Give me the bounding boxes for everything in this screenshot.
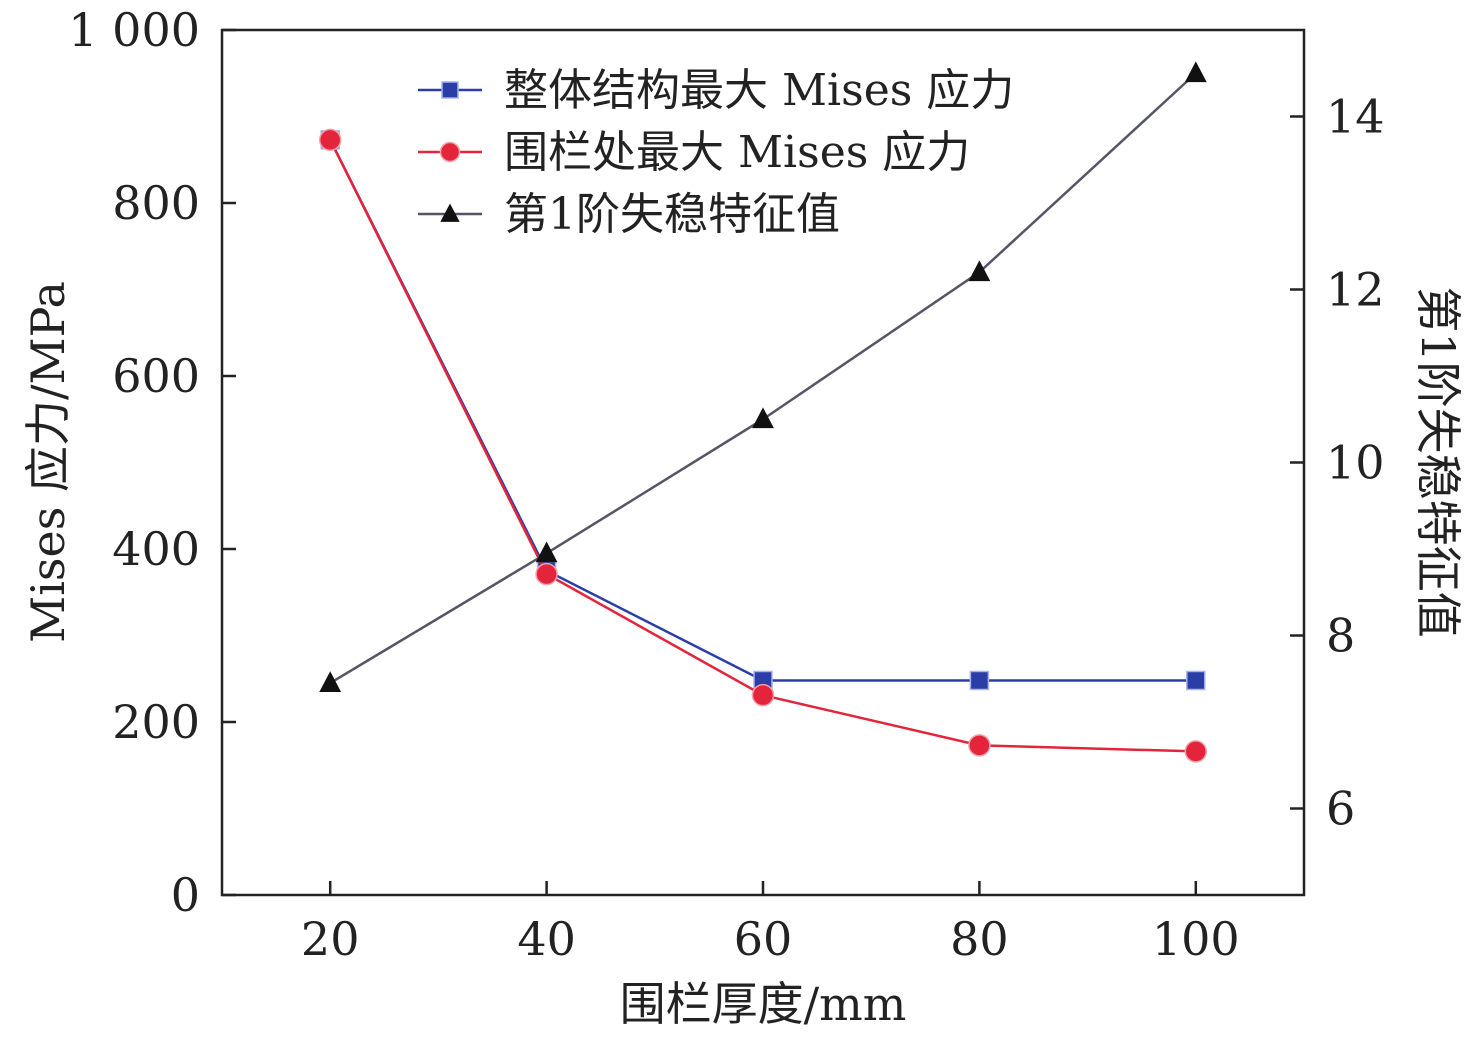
right-tick-label: 12 xyxy=(1326,263,1385,317)
left-tick-label: 200 xyxy=(112,695,200,749)
legend-swatch-marker xyxy=(441,81,459,99)
right-tick-label: 14 xyxy=(1326,90,1385,144)
x-tick-label: 80 xyxy=(950,912,1009,966)
legend-label: 围栏处最大 Mises 应力 xyxy=(504,127,970,178)
x-axis-title: 围栏厚度/mm xyxy=(620,977,907,1031)
legend-item-3: 第1阶失稳特征值 xyxy=(418,189,840,240)
legend-label: 整体结构最大 Mises 应力 xyxy=(504,65,1014,116)
x-tick-label: 40 xyxy=(517,912,576,966)
series-2-point xyxy=(1184,740,1208,763)
x-tick-label: 100 xyxy=(1152,912,1240,966)
legend-item-2: 围栏处最大 Mises 应力 xyxy=(418,127,970,178)
left-tick-label: 600 xyxy=(112,349,200,403)
x-tick-label: 20 xyxy=(301,912,360,966)
right-tick-label: 6 xyxy=(1326,782,1355,836)
series-2-point xyxy=(535,562,558,586)
left-tick-label: 400 xyxy=(112,522,200,576)
series-3-point xyxy=(319,671,342,692)
legend-item-1: 整体结构最大 Mises 应力 xyxy=(418,65,1014,116)
x-axis-ticks: 20 40 60 80 100 xyxy=(301,881,1240,966)
series-3-point xyxy=(752,407,774,429)
series-3-point xyxy=(535,541,558,563)
left-tick-label: 0 xyxy=(171,868,200,922)
series-3-point xyxy=(968,260,991,282)
x-tick-label: 60 xyxy=(734,912,793,966)
legend-swatch-marker xyxy=(440,203,460,222)
right-tick-label: 10 xyxy=(1326,436,1385,490)
series-1-point xyxy=(1186,670,1206,691)
series-2-point xyxy=(751,683,775,707)
right-axis-ticks: 6 8 10 12 14 xyxy=(1290,90,1385,836)
right-tick-label: 8 xyxy=(1326,609,1355,663)
legend-swatch-marker xyxy=(439,141,461,163)
legend-label: 第1阶失稳特征值 xyxy=(504,189,840,240)
series-3 xyxy=(319,61,1207,692)
right-axis-title: 第1阶失稳特征值 xyxy=(1411,286,1465,637)
series-2-point xyxy=(968,734,991,757)
series-3-point xyxy=(1184,61,1207,83)
left-axis-ticks: 0 200 400 600 800 1 000 xyxy=(68,3,236,922)
series-layer xyxy=(318,61,1208,763)
left-tick-label: 800 xyxy=(112,176,200,230)
series-2 xyxy=(318,128,1208,763)
left-axis-title: Mises 应力/MPa xyxy=(21,281,75,643)
left-tick-label: 1 000 xyxy=(68,3,200,57)
series-1-point xyxy=(969,670,990,691)
series-2-point xyxy=(318,128,342,152)
